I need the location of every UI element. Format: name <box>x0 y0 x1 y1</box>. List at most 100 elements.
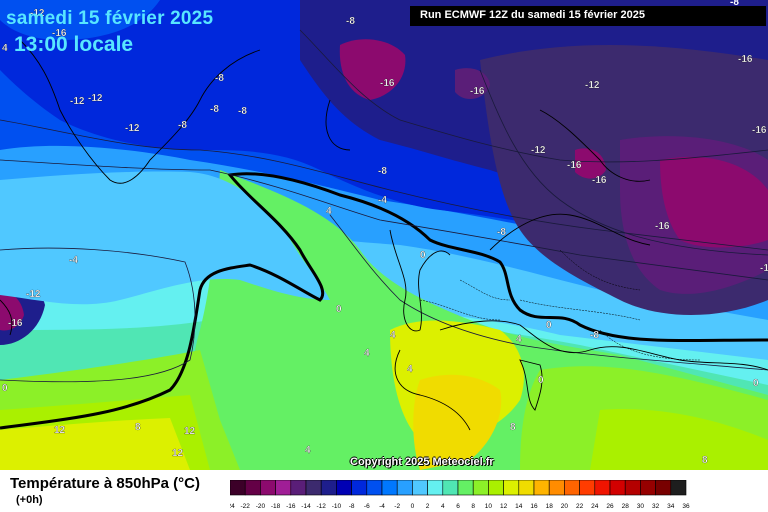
isotherm-label: -16 <box>592 175 607 186</box>
scale-swatch <box>472 480 489 496</box>
isotherm-label: -16 <box>760 263 768 274</box>
scale-swatch <box>624 480 641 496</box>
isotherm-label: 0 <box>420 250 426 261</box>
scale-tick-label: 6 <box>456 503 460 510</box>
scale-swatch <box>381 480 398 496</box>
scale-swatch <box>427 480 444 496</box>
scale-tick-label: 4 <box>441 503 445 510</box>
isotherm-label: -12 <box>26 289 41 300</box>
isotherm-label: -4 <box>69 255 78 266</box>
isotherm-label: -16 <box>8 318 23 329</box>
scale-tick-label: -10 <box>332 503 342 510</box>
scale-swatch <box>594 480 611 496</box>
scale-tick-label: 16 <box>530 503 538 510</box>
scale-tick-label: -14 <box>301 503 311 510</box>
scale-tick-label: -12 <box>316 503 326 510</box>
isotherm-label: -12 <box>88 93 103 104</box>
isotherm-lines <box>0 29 768 383</box>
forecast-local-time: 13:00 locale <box>14 33 134 56</box>
coastlines <box>0 39 768 431</box>
scale-swatch <box>275 480 292 496</box>
scale-swatch <box>305 480 322 496</box>
scale-swatch <box>503 480 520 496</box>
isotherm-label: -8 <box>210 104 219 115</box>
scale-swatch <box>244 480 261 496</box>
isotherm-label: -16 <box>752 125 767 136</box>
scale-tick-label: 18 <box>546 503 554 510</box>
scale-tick-label: 0 <box>411 503 415 510</box>
isotherm-label: 8 <box>510 422 516 433</box>
isotherm-label: -16 <box>655 221 670 232</box>
isotherm-label: 4 <box>390 330 396 341</box>
isotherm-label: -8 <box>590 330 599 341</box>
scale-tick-label: 36 <box>682 503 690 510</box>
run-info-box: Run ECMWF 12Z du samedi 15 février 2025 <box>410 6 766 26</box>
isotherm-label: -12 <box>585 80 600 91</box>
isotherm-label: 0 <box>538 375 544 386</box>
scale-swatch <box>564 480 580 496</box>
scale-swatch <box>579 480 596 496</box>
isotherm-label: -16 <box>470 86 485 97</box>
isotherm-label: -12 <box>531 145 546 156</box>
run-info: Run ECMWF 12Z du samedi 15 février 2025 <box>420 9 645 21</box>
isotherm-label: -8 <box>178 120 187 131</box>
scale-swatch <box>290 480 307 496</box>
scale-swatch <box>457 480 474 496</box>
scale-swatch <box>670 480 687 496</box>
isotherm-label: 8 <box>135 422 141 433</box>
temperature-map: -12-16-12-12-8-8-12-8-8-16-16-12-16-16-1… <box>0 0 768 470</box>
scale-swatch <box>320 480 337 496</box>
scale-swatch <box>412 480 428 496</box>
scale-swatch <box>640 480 656 496</box>
isotherm-label: -4 <box>378 195 387 206</box>
isotherm-label: 8 <box>702 455 708 466</box>
scale-tick-label: 10 <box>485 503 493 510</box>
isotherm-label: -8 <box>497 227 506 238</box>
scale-swatch <box>366 480 383 496</box>
cold-fields <box>0 0 768 345</box>
isotherm-label: 12 <box>184 426 196 437</box>
isotherm-label: -16 <box>52 28 67 39</box>
temperature-fields <box>0 145 768 470</box>
scale-swatch <box>488 480 504 496</box>
scale-tick-label: 32 <box>652 503 660 510</box>
scale-swatch <box>351 480 368 496</box>
copyright: Copyright 2025 Meteociel.fr <box>350 456 494 468</box>
isotherm-label: 4 <box>516 334 522 345</box>
scale-swatch <box>548 480 565 496</box>
scale-swatch <box>260 480 276 496</box>
scale-tick-label: 12 <box>500 503 508 510</box>
atlantic-air <box>0 171 330 305</box>
isotherm-label: 0 <box>753 378 759 389</box>
scale-swatch <box>396 480 413 496</box>
scale-swatch <box>655 480 672 496</box>
scale-swatch <box>230 480 246 496</box>
isotherm-label: -16 <box>380 78 395 89</box>
isotherm-label: -8 <box>346 16 355 27</box>
isotherm-label: -8 <box>215 73 224 84</box>
scale-tick-label: 20 <box>561 503 569 510</box>
scale-swatch <box>442 480 459 496</box>
isotherm-label: -16 <box>567 160 582 171</box>
isotherm-label: 0 <box>336 304 342 315</box>
scale-tick-label: -22 <box>240 503 250 510</box>
isotherm-label: 12 <box>54 425 66 436</box>
scale-tick-label: 34 <box>667 503 675 510</box>
isotherm-label: 0 <box>2 383 8 394</box>
isotherm-label: 4 <box>407 364 413 375</box>
scale-swatch <box>533 480 550 496</box>
isotherm-label: -8 <box>378 166 387 177</box>
isotherm-labels: -12-16-12-12-8-8-12-8-8-16-16-12-16-16-1… <box>2 8 768 469</box>
isotherm-label: -12 <box>70 96 85 107</box>
scale-tick-label: 26 <box>606 503 614 510</box>
scale-tick-label: -18 <box>271 503 281 510</box>
scale-tick-label: 22 <box>576 503 584 510</box>
scale-tick-label: -20 <box>256 503 266 510</box>
forecast-offset: (+0h) <box>16 494 43 506</box>
scale-swatch <box>336 480 352 496</box>
isotherm-label: 4 <box>364 348 370 359</box>
isotherm-label: 0 <box>546 320 552 331</box>
scale-tick-label: 2 <box>426 503 430 510</box>
isotherm-label: 4 <box>305 445 311 456</box>
scale-swatch <box>609 480 626 496</box>
